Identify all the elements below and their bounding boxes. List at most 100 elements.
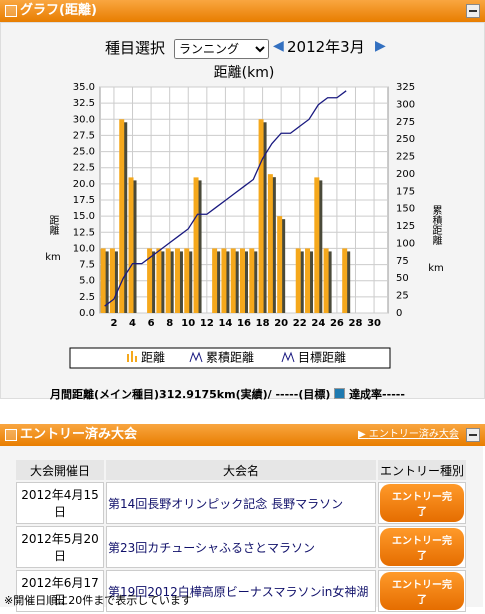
y2-tick-label: 175 [396, 186, 415, 197]
bar [314, 177, 320, 313]
y2-tick-label: 225 [396, 152, 415, 163]
collapse-button[interactable] [466, 428, 480, 442]
bar-shadow [271, 177, 276, 313]
entry-button[interactable]: エントリー完了 [380, 572, 464, 610]
entry-button[interactable]: エントリー完了 [380, 484, 464, 522]
legend-icon [281, 351, 295, 363]
bar-shadow [151, 251, 156, 313]
bar-shadow [113, 251, 118, 313]
x-tick-label: 12 [200, 318, 214, 329]
summary: 月間距離(メイン種目)312.9175km(実績)/ -----(目標) 達成率… [50, 386, 405, 402]
bar [128, 177, 134, 313]
sport-select[interactable]: ランニング [174, 39, 269, 59]
prev-month[interactable]: ◀ [273, 38, 284, 54]
entry-button[interactable]: エントリー完了 [380, 528, 464, 566]
bar-shadow [123, 122, 128, 314]
bar [165, 248, 171, 313]
y-tick-label: 7.5 [79, 260, 95, 271]
bar [119, 119, 125, 314]
y-tick-label: 20.0 [73, 179, 95, 190]
summary-text: 月間距離(メイン種目)312.9175km(実績)/ -----(目標) [50, 388, 331, 401]
y-tick-label: 0.0 [79, 308, 95, 319]
y-tick-label: 22.5 [73, 163, 95, 174]
entry-link[interactable]: ▶ エントリー済み大会 [358, 429, 459, 440]
legend-icon [189, 351, 203, 363]
column-header: 大会開催日 [16, 460, 104, 480]
bar [100, 248, 106, 313]
y2-tick-label: 25 [396, 291, 409, 302]
bar [184, 248, 190, 313]
bar [156, 248, 162, 313]
y-tick-label: 17.5 [73, 195, 95, 206]
x-tick-label: 26 [330, 318, 344, 329]
x-tick-label: 14 [218, 318, 232, 329]
bar-shadow [160, 251, 165, 313]
bar [174, 248, 180, 313]
column-header: 大会名 [106, 460, 376, 480]
x-tick-label: 4 [129, 318, 136, 329]
y2-tick-label: 125 [396, 221, 415, 232]
control-label: 種目選択 [105, 39, 166, 57]
y2-tick-label: 300 [396, 99, 415, 110]
y-tick-label: 5.0 [79, 276, 95, 287]
next-month[interactable]: ▶ [375, 38, 386, 54]
x-tick-label: 8 [166, 318, 173, 329]
entry-title: エントリー済み大会 [20, 427, 138, 442]
entry-type-cell: エントリー完了 [378, 482, 466, 524]
race-date: 2012年4月15日 [16, 482, 104, 524]
bar [277, 216, 283, 313]
x-tick-label: 6 [148, 318, 155, 329]
entry-row: 2012年4月15日 第14回長野オリンピック記念 長野マラソン エントリー完了 [16, 482, 466, 524]
bar [305, 248, 311, 313]
bar [193, 177, 199, 313]
race-name[interactable]: 第23回カチューシャふるさとマラソン [106, 526, 376, 568]
race-name[interactable]: 第19回2012白樺高原ビーナスマラソンin女神湖 [106, 570, 376, 612]
summary-rate: 達成率----- [349, 388, 405, 401]
y-tick-label: 27.5 [73, 130, 95, 141]
bar-shadow [169, 251, 174, 313]
y2-tick-label: 325 [396, 82, 415, 93]
x-tick-label: 22 [293, 318, 307, 329]
x-tick-label: 18 [256, 318, 270, 329]
entry-table: 大会開催日 大会名 エントリー種別 2012年4月15日 第14回長野オリンピック記念 … [14, 458, 468, 614]
entry-note: ※開催日順に20件まで表示しています [4, 594, 192, 607]
bar [147, 248, 153, 313]
y-tick-label: 25.0 [73, 147, 95, 158]
y-axis-title: 距離 [47, 215, 59, 236]
legend-box [69, 347, 391, 369]
race-date: 2012年6月17日 [16, 570, 104, 612]
entry-header: エントリー済み大会 ▶ エントリー済み大会 [0, 424, 485, 446]
y2-tick-label: 200 [396, 169, 415, 180]
collapse-button[interactable] [466, 4, 480, 18]
bar-shadow [327, 251, 332, 313]
bar [342, 248, 348, 313]
bar-shadow [197, 180, 202, 313]
entry-row: 2012年5月20日 第23回カチューシャふるさとマラソン エントリー完了 [16, 526, 466, 568]
x-tick-label: 24 [311, 318, 325, 329]
y2-axis-unit: km [428, 263, 444, 274]
bar [249, 248, 255, 313]
bar-shadow [104, 251, 109, 313]
x-tick-label: 30 [367, 318, 381, 329]
bar [240, 248, 245, 313]
y2-tick-label: 75 [396, 256, 409, 267]
bar-shadow [188, 251, 193, 313]
header-row: 大会開催日 大会名 エントリー種別 [16, 460, 466, 480]
y-tick-label: 15.0 [73, 211, 95, 222]
x-tick-label: 20 [274, 318, 288, 329]
bar [258, 119, 264, 314]
bar-shadow [281, 219, 286, 313]
bar-shadow [262, 122, 267, 314]
entry-link-text[interactable]: エントリー済み大会 [368, 429, 459, 440]
graph-title: グラフ(距離) [20, 3, 97, 18]
y2-tick-label: 100 [396, 238, 415, 249]
bar-shadow [216, 251, 221, 313]
legend-icon [127, 354, 129, 362]
y2-tick-label: 250 [396, 134, 415, 145]
x-tick-label: 28 [349, 318, 363, 329]
bar-shadow [318, 180, 323, 313]
bar-shadow [225, 251, 230, 313]
bar [230, 248, 236, 313]
race-name[interactable]: 第14回長野オリンピック記念 長野マラソン [106, 482, 376, 524]
line [104, 90, 347, 307]
